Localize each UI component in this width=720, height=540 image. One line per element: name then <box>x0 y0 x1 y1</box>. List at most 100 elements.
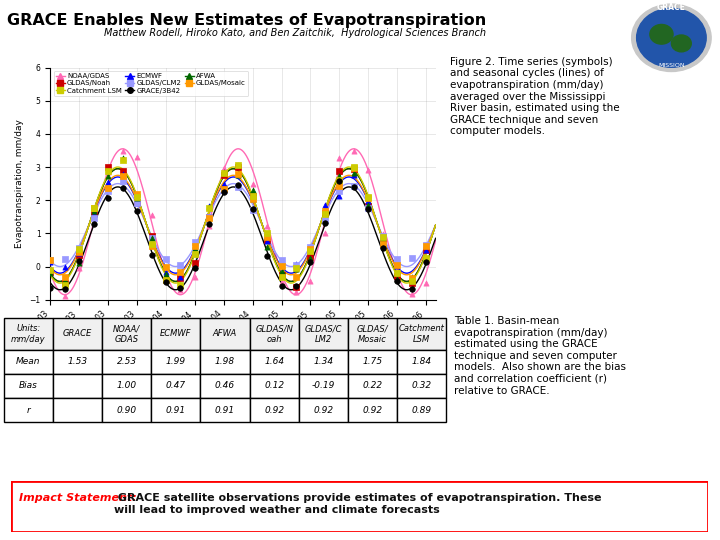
Point <box>377 232 388 241</box>
Point <box>276 271 287 280</box>
Point <box>276 272 287 281</box>
Point <box>88 220 99 228</box>
Point <box>160 270 171 279</box>
Point <box>102 184 114 192</box>
Point <box>45 265 56 274</box>
Point <box>420 257 432 266</box>
Point <box>362 201 374 210</box>
Point <box>348 183 359 191</box>
Text: MISSION: MISSION <box>658 63 685 69</box>
Point <box>406 279 418 287</box>
Point <box>261 252 273 260</box>
Point <box>362 203 374 212</box>
Point <box>131 153 143 161</box>
Point <box>305 247 316 255</box>
Point <box>145 234 157 242</box>
Point <box>131 193 143 202</box>
Point <box>88 209 99 218</box>
Point <box>218 187 230 196</box>
Point <box>247 205 258 213</box>
Point <box>204 214 215 222</box>
Point <box>102 168 114 177</box>
Point <box>102 172 114 180</box>
Point <box>131 190 143 198</box>
Point <box>290 261 302 269</box>
Text: GRACE: GRACE <box>657 3 686 12</box>
Point <box>218 184 230 193</box>
Point <box>160 255 171 264</box>
Point <box>319 219 330 228</box>
Point <box>160 278 171 287</box>
Point <box>333 186 345 195</box>
Point <box>348 170 359 179</box>
Point <box>391 274 402 282</box>
Point <box>319 208 330 217</box>
Point <box>117 154 128 163</box>
Point <box>45 268 56 276</box>
Point <box>319 209 330 218</box>
Point <box>333 181 345 190</box>
Point <box>319 200 330 209</box>
Point <box>348 164 359 172</box>
Point <box>276 267 287 275</box>
Point <box>73 249 85 258</box>
Point <box>406 277 418 286</box>
Point <box>45 265 56 274</box>
Point <box>247 186 258 194</box>
Point <box>290 282 302 291</box>
Text: Table 1. Basin-mean
evapotranspiration (mm/day)
estimated using the GRACE
techni: Table 1. Basin-mean evapotranspiration (… <box>454 316 626 395</box>
Point <box>204 213 215 221</box>
Point <box>73 244 85 252</box>
Point <box>305 253 316 261</box>
Text: GRACE Enables New Estimates of Evapotranspiration: GRACE Enables New Estimates of Evapotran… <box>7 14 487 29</box>
Point <box>391 276 402 285</box>
Point <box>175 260 186 269</box>
Text: Impact Statement:: Impact Statement: <box>19 494 137 503</box>
Point <box>117 146 128 155</box>
Point <box>305 245 316 253</box>
Point <box>377 230 388 238</box>
Point <box>233 171 244 179</box>
Point <box>73 264 85 272</box>
Point <box>377 244 388 253</box>
Point <box>391 275 402 284</box>
Point <box>59 275 71 284</box>
Point <box>348 146 359 155</box>
Point <box>102 166 114 175</box>
Point <box>420 254 432 262</box>
Point <box>175 281 186 289</box>
Point <box>406 285 418 293</box>
Point <box>189 238 201 246</box>
Point <box>102 187 114 195</box>
Point <box>131 207 143 215</box>
Point <box>45 255 56 264</box>
Point <box>261 222 273 231</box>
Point <box>145 211 157 220</box>
Point <box>145 234 157 243</box>
Y-axis label: Evapotranspiration, mm/day: Evapotranspiration, mm/day <box>15 119 24 248</box>
Point <box>391 272 402 280</box>
Point <box>247 180 258 189</box>
Point <box>45 284 56 292</box>
Point <box>290 264 302 273</box>
Point <box>73 259 85 267</box>
Point <box>117 172 128 180</box>
Point <box>333 154 345 163</box>
Point <box>362 205 374 213</box>
Point <box>73 245 85 254</box>
Point <box>204 213 215 221</box>
Point <box>333 192 345 201</box>
Point <box>131 199 143 207</box>
Point <box>218 179 230 188</box>
Point <box>247 195 258 204</box>
Point <box>218 186 230 195</box>
Point <box>59 281 71 289</box>
Point <box>160 275 171 284</box>
Point <box>377 232 388 241</box>
Point <box>362 196 374 205</box>
Point <box>406 253 418 262</box>
Point <box>131 199 143 208</box>
Point <box>261 236 273 245</box>
Point <box>319 215 330 224</box>
Point <box>175 267 186 276</box>
